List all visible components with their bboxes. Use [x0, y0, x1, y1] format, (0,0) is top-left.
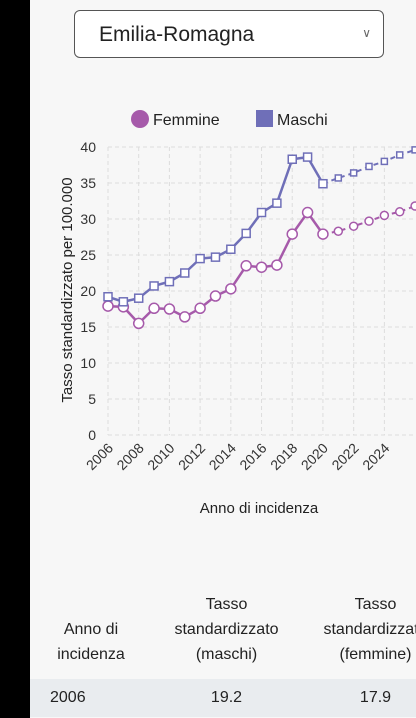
data-point-maschi	[349, 169, 358, 177]
y-tick-label: 5	[88, 391, 96, 407]
y-axis-title: Tasso standardizzato per 100.000	[59, 177, 76, 402]
data-point-maschi	[180, 268, 190, 278]
y-tick-label: 15	[80, 319, 96, 335]
data-point-femmine	[240, 260, 252, 272]
data-point-maschi	[272, 198, 282, 208]
data-point-maschi	[365, 162, 373, 171]
data-point-femmine	[163, 303, 176, 315]
data-point-femmine	[364, 216, 374, 226]
chevron-down-icon: ∨	[362, 26, 371, 40]
data-point-maschi	[149, 281, 159, 291]
x-tick-label: 2008	[113, 440, 146, 473]
chart-series	[102, 146, 416, 330]
x-tick-label: 2014	[206, 440, 239, 473]
header-year: Anno di incidenza	[57, 621, 125, 663]
header-male-rate: Tasso standardizzato (maschi)	[174, 596, 279, 663]
x-tick-label: 2018	[267, 440, 300, 473]
legend-swatch-femmine	[131, 110, 149, 128]
data-point-femmine	[102, 300, 114, 312]
data-point-femmine	[317, 228, 329, 240]
data-point-maschi	[241, 228, 251, 239]
data-point-maschi	[195, 253, 205, 264]
data-point-femmine	[286, 228, 298, 240]
x-tick-label: 2024	[359, 440, 392, 473]
data-point-maschi	[318, 178, 328, 189]
data-point-maschi	[411, 146, 416, 154]
header-female-rate: Tasso standardizzato (femmine)	[323, 596, 416, 663]
y-tick-label: 35	[80, 175, 96, 191]
x-tick-label: 2022	[328, 440, 361, 473]
data-point-femmine	[394, 207, 405, 217]
data-point-maschi	[380, 157, 389, 166]
data-point-maschi	[256, 207, 267, 218]
data-point-maschi	[287, 154, 297, 164]
x-tick-label: 2012	[175, 440, 208, 473]
y-tick-label: 30	[80, 211, 96, 227]
y-axis: 0 5 10 15 20 25 30 35 40	[80, 139, 96, 443]
data-point-femmine	[271, 259, 283, 271]
y-tick-label: 10	[80, 355, 96, 371]
data-point-femmine	[333, 226, 344, 236]
table-header-row: Anno di incidenza Tasso standardizzato (…	[30, 592, 416, 679]
x-tick-label: 2006	[83, 440, 116, 473]
cell-year: 2006	[50, 689, 86, 706]
y-tick-label: 25	[80, 247, 96, 263]
data-point-maschi	[133, 293, 144, 303]
region-select-value: Emilia-Romagna	[99, 23, 255, 46]
data-point-femmine	[194, 302, 206, 315]
x-tick-label: 2010	[144, 440, 177, 473]
chart-grid	[107, 146, 416, 436]
x-tick-label: 2016	[236, 440, 269, 473]
data-point-femmine	[255, 261, 268, 273]
legend-label-femmine: Femmine	[153, 112, 220, 129]
data-point-femmine	[148, 302, 160, 315]
x-tick-label: 2020	[298, 440, 331, 473]
data-table: Anno di incidenza Tasso standardizzato (…	[30, 592, 416, 717]
data-point-maschi	[226, 244, 236, 254]
legend-label-maschi: Maschi	[277, 112, 328, 129]
data-point-maschi	[103, 292, 113, 302]
region-select[interactable]: Emilia-Romagna ∨	[74, 10, 384, 58]
y-tick-label: 0	[88, 427, 96, 443]
data-point-maschi	[210, 252, 221, 262]
cell-male-rate: 19.2	[210, 689, 243, 706]
data-point-femmine	[225, 283, 237, 295]
data-point-femmine	[348, 221, 359, 231]
data-point-femmine	[132, 317, 145, 330]
data-point-femmine	[301, 206, 314, 219]
cell-female-rate: 17.9	[359, 689, 392, 706]
data-point-maschi	[302, 152, 313, 162]
data-point-maschi	[118, 297, 129, 307]
data-point-femmine	[379, 210, 390, 221]
chart-legend[interactable]: Femmine Maschi	[131, 110, 328, 129]
data-point-femmine	[179, 311, 191, 323]
content-panel: Emilia-Romagna ∨ 0 5 10 15 20 25 30 35 40 2006 20…	[30, 0, 416, 718]
table-row: 2006 19.2 17.9	[30, 679, 416, 717]
data-point-femmine	[209, 290, 222, 302]
legend-swatch-maschi	[256, 110, 273, 127]
data-point-maschi	[334, 174, 343, 182]
data-point-maschi	[164, 276, 175, 287]
data-point-femmine	[410, 201, 416, 211]
data-point-maschi	[395, 151, 404, 159]
x-axis-title: Anno di incidenza	[200, 500, 319, 517]
y-tick-label: 20	[80, 283, 96, 299]
y-tick-label: 40	[80, 139, 96, 155]
